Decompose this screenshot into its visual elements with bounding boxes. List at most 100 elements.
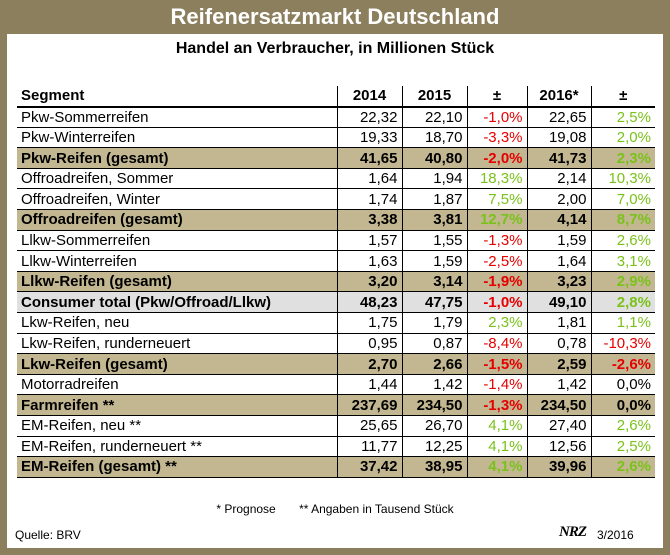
- value-2015-cell: 1,87: [401, 188, 467, 211]
- data-table: Segment 2014 2015 ± 2016* ± Pkw-Sommerre…: [17, 86, 655, 478]
- value-2014-cell: 48,23: [336, 291, 402, 314]
- value-2015-cell: 3,14: [401, 271, 467, 293]
- value-2015-cell: 12,25: [401, 436, 467, 458]
- source-label: Quelle: BRV: [15, 528, 81, 542]
- value-2015-cell: 1,59: [401, 250, 467, 272]
- value-2016-cell: 3,23: [526, 271, 591, 293]
- table-row: Lkw-Reifen, neu 1,75 1,79 2,3% 1,81 1,1%: [17, 312, 655, 334]
- value-2016-cell: 2,14: [526, 168, 591, 190]
- delta-2-cell: 2,6%: [590, 415, 655, 437]
- value-2014-cell: 237,69: [336, 394, 402, 416]
- table-row: Lkw-Reifen (gesamt) 2,70 2,66 -1,5% 2,59 -2,6…: [17, 353, 655, 375]
- delta-1-cell: -1,5%: [466, 353, 527, 375]
- delta-1-cell: -1,3%: [466, 230, 527, 252]
- table-row: Motorradreifen 1,44 1,42 -1,4% 1,42 0,0%: [17, 374, 655, 396]
- delta-2-cell: 2,6%: [590, 456, 655, 478]
- segment-cell: Llkw-Reifen (gesamt): [17, 271, 337, 293]
- subtitle: Handel an Verbraucher, in Millionen Stüc…: [175, 40, 495, 57]
- table-row: EM-Reifen (gesamt) ** 37,42 38,95 4,1% 39,96…: [17, 456, 655, 478]
- value-2014-cell: 2,70: [336, 353, 402, 375]
- segment-cell: Offroadreifen, Winter: [17, 188, 337, 211]
- value-2015-cell: 1,55: [401, 230, 467, 252]
- value-2015-cell: 22,10: [401, 106, 467, 128]
- table-row: Llkw-Winterreifen 1,63 1,59 -2,5% 1,64 3,1%: [17, 250, 655, 272]
- value-2016-cell: 39,96: [526, 456, 591, 478]
- delta-1-cell: -1,9%: [466, 271, 527, 293]
- segment-cell: Consumer total (Pkw/Offroad/Llkw): [17, 291, 337, 314]
- value-2016-cell: 4,14: [526, 209, 591, 231]
- segment-cell: Pkw-Sommerreifen: [17, 106, 337, 128]
- table-row: Offroadreifen, Sommer 1,64 1,94 18,3% 2,14 10…: [17, 168, 655, 190]
- delta-2-cell: -2,6%: [590, 353, 655, 375]
- value-2016-cell: 1,42: [526, 374, 591, 396]
- delta-1-cell: -3,3%: [466, 127, 527, 149]
- table-row: Pkw-Reifen (gesamt) 41,65 40,80 -2,0% 41,73 2…: [17, 147, 655, 169]
- value-2014-cell: 37,42: [336, 456, 402, 478]
- value-2014-cell: 0,95: [336, 333, 402, 355]
- header-delta-1: ±: [466, 86, 527, 108]
- delta-2-cell: 8,7%: [590, 209, 655, 231]
- table-row: Farmreifen ** 237,69 234,50 -1,3% 234,50 0,0%: [17, 394, 655, 416]
- value-2015-cell: 3,81: [401, 209, 467, 231]
- value-2014-cell: 1,57: [336, 230, 402, 252]
- header-2015: 2015: [401, 86, 467, 108]
- value-2016-cell: 1,59: [526, 230, 591, 252]
- segment-cell: Llkw-Sommerreifen: [17, 230, 337, 252]
- delta-2-cell: -10,3%: [590, 333, 655, 355]
- value-2016-cell: 0,78: [526, 333, 591, 355]
- delta-2-cell: 2,5%: [590, 106, 655, 128]
- delta-2-cell: 0,0%: [590, 394, 655, 416]
- delta-1-cell: -1,0%: [466, 291, 527, 314]
- value-2016-cell: 2,59: [526, 353, 591, 375]
- delta-1-cell: 4,1%: [466, 415, 527, 437]
- table-body: Pkw-Sommerreifen 22,32 22,10 -1,0% 22,65 2,5%…: [17, 106, 655, 478]
- delta-1-cell: -1,3%: [466, 394, 527, 416]
- value-2015-cell: 1,94: [401, 168, 467, 190]
- table-row: Lkw-Reifen, runderneuert 0,95 0,87 -8,4% 0,7…: [17, 333, 655, 355]
- value-2016-cell: 2,00: [526, 188, 591, 211]
- segment-cell: Llkw-Winterreifen: [17, 250, 337, 272]
- value-2016-cell: 49,10: [526, 291, 591, 314]
- table-row: EM-Reifen, neu ** 25,65 26,70 4,1% 27,40 2,6%: [17, 415, 655, 437]
- delta-1-cell: 2,3%: [466, 312, 527, 334]
- delta-1-cell: -2,5%: [466, 250, 527, 272]
- delta-2-cell: 2,0%: [590, 127, 655, 149]
- table-row: Pkw-Winterreifen 19,33 18,70 -3,3% 19,08 2,0%: [17, 127, 655, 149]
- header-segment: Segment: [17, 86, 337, 108]
- value-2014-cell: 11,77: [336, 436, 402, 458]
- value-2016-cell: 41,73: [526, 147, 591, 169]
- delta-1-cell: 4,1%: [466, 456, 527, 478]
- value-2015-cell: 1,79: [401, 312, 467, 334]
- value-2014-cell: 25,65: [336, 415, 402, 437]
- value-2014-cell: 3,38: [336, 209, 402, 231]
- value-2014-cell: 22,32: [336, 106, 402, 128]
- value-2016-cell: 27,40: [526, 415, 591, 437]
- delta-2-cell: 2,6%: [590, 230, 655, 252]
- table-row: Llkw-Reifen (gesamt) 3,20 3,14 -1,9% 3,23 2,9…: [17, 271, 655, 293]
- segment-cell: Offroadreifen (gesamt): [17, 209, 337, 231]
- delta-1-cell: -1,0%: [466, 106, 527, 128]
- delta-2-cell: 1,1%: [590, 312, 655, 334]
- footnotes: * Prognose ** Angaben in Tausend Stück: [7, 502, 663, 516]
- segment-cell: Offroadreifen, Sommer: [17, 168, 337, 190]
- header-row: Segment 2014 2015 ± 2016* ±: [17, 86, 655, 108]
- value-2014-cell: 1,74: [336, 188, 402, 211]
- table-row: Pkw-Sommerreifen 22,32 22,10 -1,0% 22,65 2,5%: [17, 106, 655, 128]
- segment-cell: Pkw-Winterreifen: [17, 127, 337, 149]
- delta-1-cell: 4,1%: [466, 436, 527, 458]
- value-2016-cell: 12,56: [526, 436, 591, 458]
- table-row: Offroadreifen, Winter 1,74 1,87 7,5% 2,00 7,0…: [17, 188, 655, 211]
- table-row: Consumer total (Pkw/Offroad/Llkw) 48,23 47…: [17, 291, 655, 314]
- nrz-logo: NRZ: [559, 524, 587, 540]
- delta-2-cell: 2,3%: [590, 147, 655, 169]
- value-2015-cell: 1,42: [401, 374, 467, 396]
- value-2015-cell: 47,75: [401, 291, 467, 314]
- value-2015-cell: 26,70: [401, 415, 467, 437]
- value-2014-cell: 41,65: [336, 147, 402, 169]
- segment-cell: Farmreifen **: [17, 394, 337, 416]
- value-2014-cell: 1,75: [336, 312, 402, 334]
- delta-2-cell: 0,0%: [590, 374, 655, 396]
- value-2016-cell: 1,81: [526, 312, 591, 334]
- value-2015-cell: 38,95: [401, 456, 467, 478]
